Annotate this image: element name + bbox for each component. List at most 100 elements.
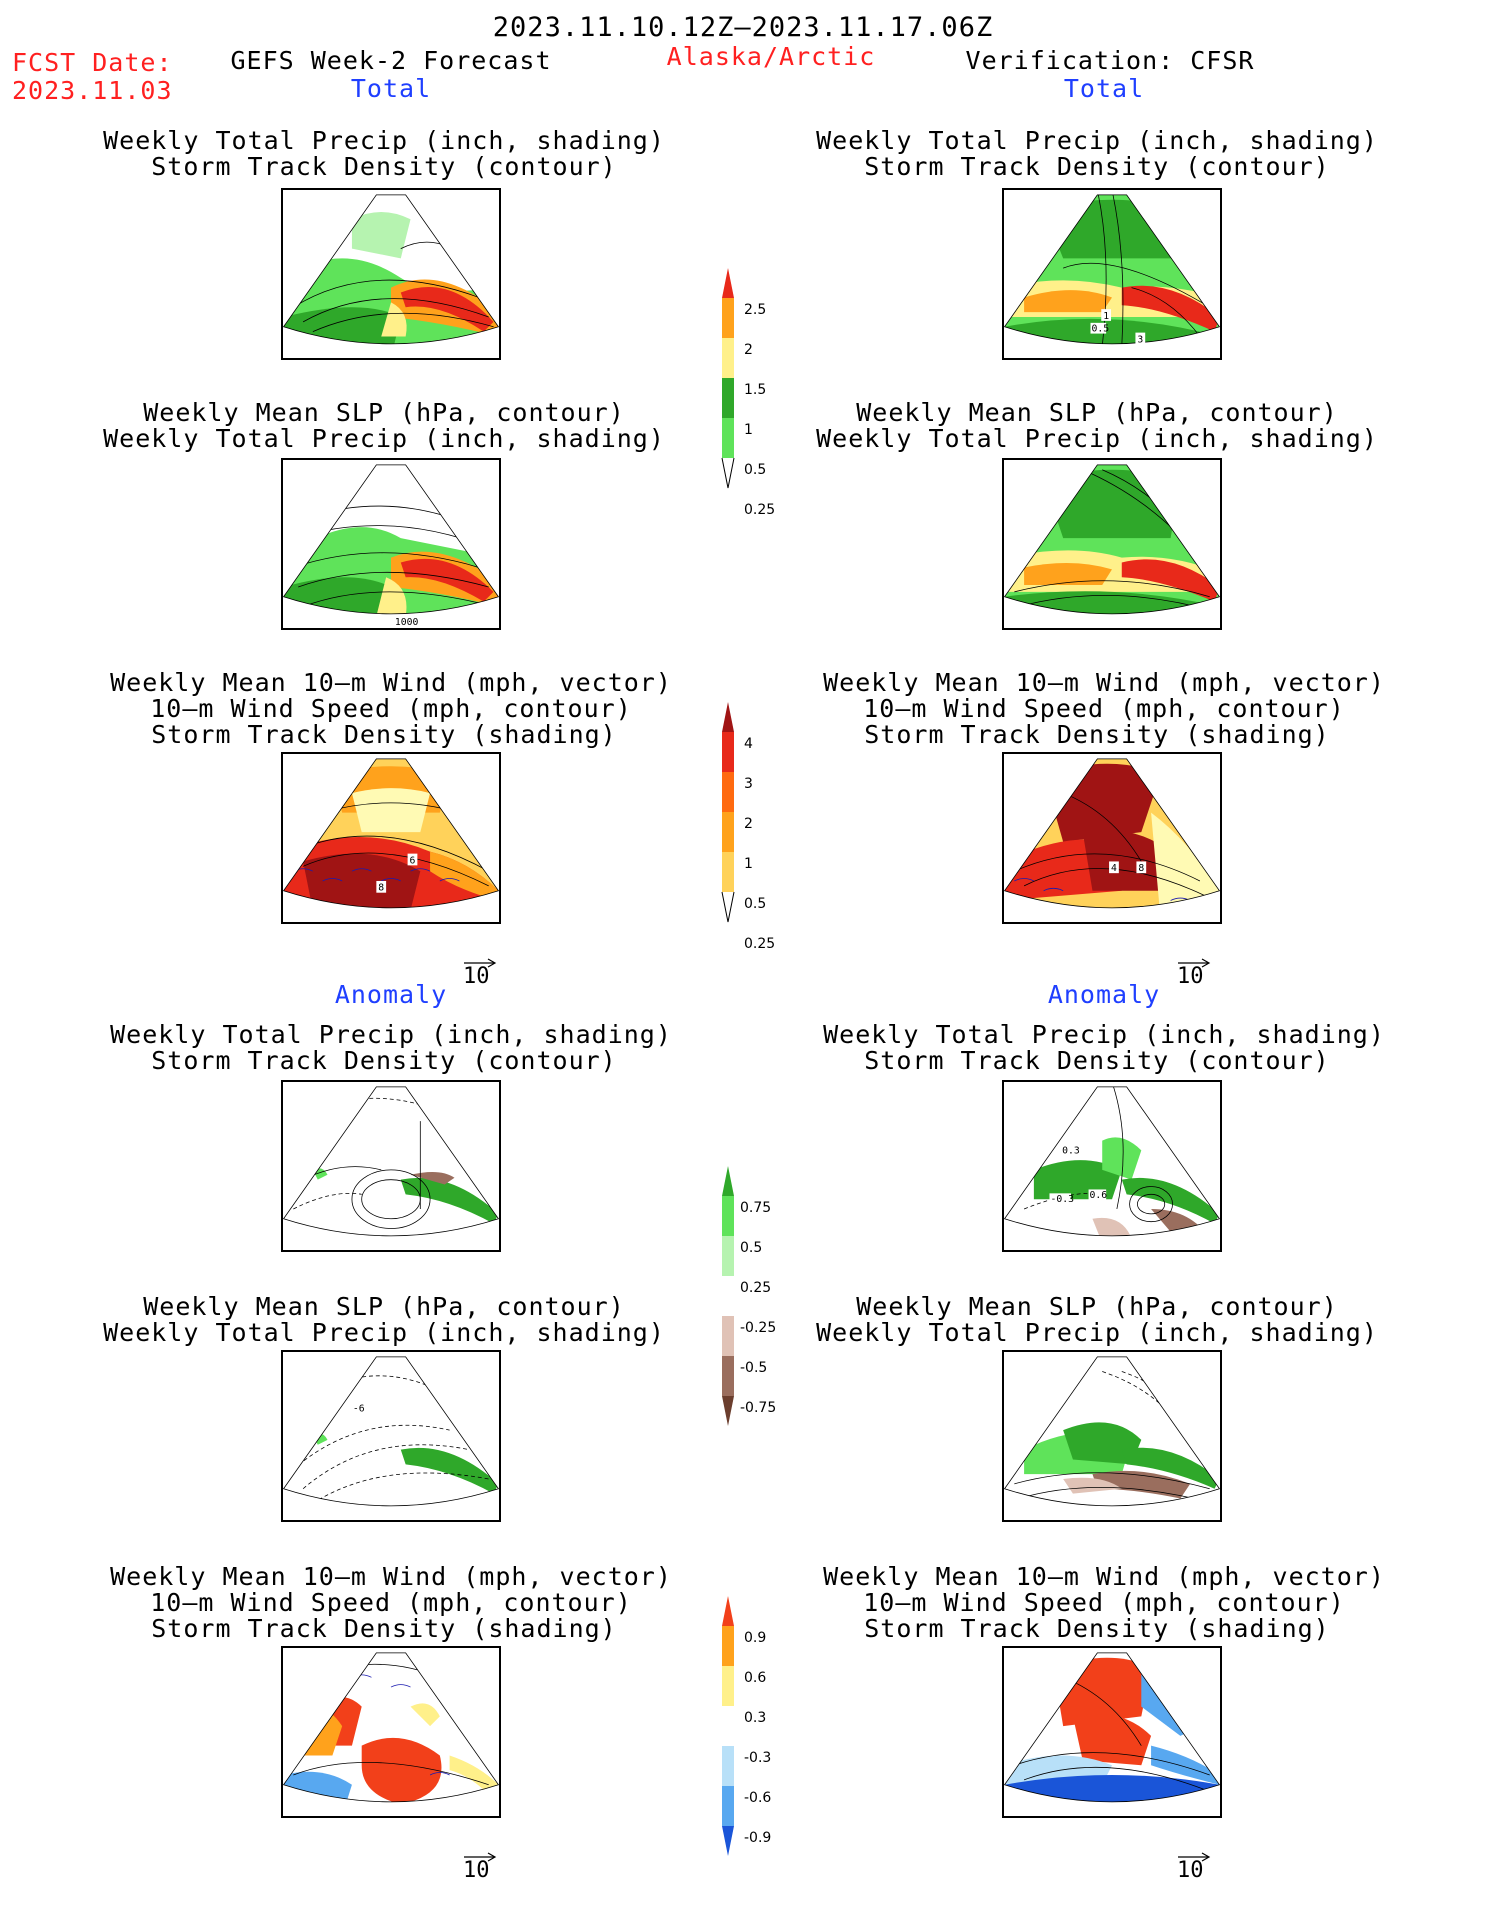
contour-label: 0.3: [1062, 1145, 1080, 1156]
colorbar-label: -0.5: [740, 1360, 768, 1376]
map-wind-track-forecast: 6 8: [281, 752, 501, 924]
vector-ref-label: 10: [1177, 1858, 1204, 1883]
fcst-date-value: 2023.11.03: [12, 76, 173, 105]
anomaly-label-left: Anomaly: [334, 980, 448, 1009]
map-precip-track-anomaly-verification: 0.3 -0.3 0.6: [1002, 1080, 1222, 1252]
colorbar-cap-bottom: [721, 891, 735, 923]
contour-label: 3: [1137, 334, 1143, 345]
title-r6-left-2: 10–m Wind Speed (mph, contour): [150, 1588, 632, 1617]
colorbar-cap-top: [722, 1596, 734, 1626]
colorbar-label: 1: [744, 422, 753, 438]
title-r6-right-3: Storm Track Density (shading): [864, 1614, 1330, 1643]
colorbar-label: -0.75: [740, 1400, 777, 1416]
colorbar-label: 0.25: [744, 936, 776, 952]
map-precip-track-verification: 1 0.5 3: [1002, 188, 1222, 360]
colorbar-label: 0.3: [744, 1710, 767, 1726]
colorbar-label: 0.25: [744, 502, 776, 518]
title-r4-left-2: Storm Track Density (contour): [151, 1046, 617, 1075]
vector-arrow-ref: [1176, 950, 1212, 975]
map-slp-precip-verification: [1002, 458, 1222, 630]
colorbar-cap-bottom: [722, 1396, 734, 1426]
colorbar-label: 0.5: [740, 1240, 763, 1256]
title-r6-right-1: Weekly Mean 10–m Wind (mph, vector): [823, 1562, 1385, 1591]
colorbar-segment: [722, 732, 734, 772]
title-r6-left-1: Weekly Mean 10–m Wind (mph, vector): [110, 1562, 672, 1591]
colorbar-label: 0.5: [744, 896, 767, 912]
model-title: GEFS Week-2 Forecast: [230, 46, 552, 75]
colorbar-label: 0.9: [744, 1630, 767, 1646]
title-r1-left-2: Storm Track Density (contour): [151, 152, 617, 181]
contour-label: 0.5: [1091, 324, 1109, 335]
colorbar-label: 1: [744, 856, 753, 872]
title-r1-right-2: Storm Track Density (contour): [864, 152, 1330, 181]
colorbar-segment: [722, 1276, 734, 1316]
colorbar-segment: [722, 852, 734, 892]
colorbar-label: 1.5: [744, 382, 767, 398]
colorbar-label: 0.75: [740, 1200, 772, 1216]
vector-arrow-ref: [462, 950, 498, 975]
title-r2-left-1: Weekly Mean SLP (hPa, contour): [143, 398, 625, 427]
colorbar-cap-bottom: [722, 1826, 734, 1856]
colorbar-segment: [722, 418, 734, 458]
title-r6-right-2: 10–m Wind Speed (mph, contour): [863, 1588, 1345, 1617]
map-slp-precip-anomaly-verification: [1002, 1350, 1222, 1522]
verification-title: Verification: CFSR: [965, 46, 1255, 75]
colorbar-label: -0.25: [740, 1320, 777, 1336]
contour-label: 1000: [395, 617, 419, 628]
colorbar-track-total: [718, 702, 738, 966]
colorbar-cap-top: [722, 702, 734, 732]
colorbar-segment: [722, 1196, 734, 1236]
colorbar-segment: [722, 772, 734, 812]
colorbar-label: -0.6: [744, 1790, 772, 1806]
vector-ref-label: 10: [1177, 964, 1204, 989]
period-title: 2023.11.10.12Z–2023.11.17.06Z: [492, 12, 994, 43]
colorbar-label: -0.9: [744, 1830, 772, 1846]
vector-ref-label: 10: [463, 964, 490, 989]
vector-arrow-ref: [1176, 1844, 1212, 1869]
colorbar-segment: [722, 1706, 734, 1746]
map-wind-track-anomaly-forecast: [281, 1646, 501, 1818]
contour-label: -0.3: [1050, 1194, 1074, 1205]
title-r5-left-1: Weekly Mean SLP (hPa, contour): [143, 1292, 625, 1321]
title-r6-left-3: Storm Track Density (shading): [151, 1614, 617, 1643]
title-r1-left-1: Weekly Total Precip (inch, shading): [103, 126, 665, 155]
title-r3-left-3: Storm Track Density (shading): [151, 720, 617, 749]
title-r1-right-1: Weekly Total Precip (inch, shading): [816, 126, 1378, 155]
title-r2-right-2: Weekly Total Precip (inch, shading): [816, 424, 1378, 453]
colorbar-label: 0.25: [740, 1280, 772, 1296]
map-slp-precip-forecast: 1000: [281, 458, 501, 630]
title-r4-left-1: Weekly Total Precip (inch, shading): [110, 1020, 672, 1049]
contour-label: 8: [378, 883, 384, 894]
title-r5-left-2: Weekly Total Precip (inch, shading): [103, 1318, 665, 1347]
colorbar-label: 3: [744, 776, 753, 792]
map-wind-track-verification: 4 8: [1002, 752, 1222, 924]
colorbar-cap-top: [722, 1166, 734, 1196]
anomaly-label-right: Anomaly: [1047, 980, 1161, 1009]
title-r3-left-1: Weekly Mean 10–m Wind (mph, vector): [110, 668, 672, 697]
map-precip-track-anomaly-forecast: [281, 1080, 501, 1252]
colorbar-cap-bottom: [721, 457, 735, 489]
title-r3-right-3: Storm Track Density (shading): [864, 720, 1330, 749]
colorbar-label: 2.5: [744, 302, 767, 318]
title-r3-right-1: Weekly Mean 10–m Wind (mph, vector): [823, 668, 1385, 697]
colorbar-label: 0.6: [744, 1670, 767, 1686]
fcst-date-label: FCST Date:: [12, 48, 173, 77]
vector-ref-label: 10: [463, 1858, 490, 1883]
colorbar-segment: [722, 1626, 734, 1666]
colorbar-label: -0.3: [744, 1750, 772, 1766]
total-label-left: Total: [350, 74, 432, 103]
colorbar-segment: [722, 1316, 734, 1356]
vector-arrow-ref: [462, 1844, 498, 1869]
map-precip-track-forecast: [281, 188, 501, 360]
colorbar-label: 0.5: [744, 462, 767, 478]
title-r5-right-2: Weekly Total Precip (inch, shading): [816, 1318, 1378, 1347]
title-r4-right-2: Storm Track Density (contour): [864, 1046, 1330, 1075]
colorbar-label: 4: [744, 736, 753, 752]
colorbar-segment: [722, 1356, 734, 1396]
title-r3-left-2: 10–m Wind Speed (mph, contour): [150, 694, 632, 723]
colorbar-label: 2: [744, 342, 753, 358]
title-r3-right-2: 10–m Wind Speed (mph, contour): [863, 694, 1345, 723]
contour-label: -6: [353, 1404, 365, 1415]
colorbar-cap-top: [722, 268, 734, 298]
contour-label: 8: [1138, 863, 1144, 874]
